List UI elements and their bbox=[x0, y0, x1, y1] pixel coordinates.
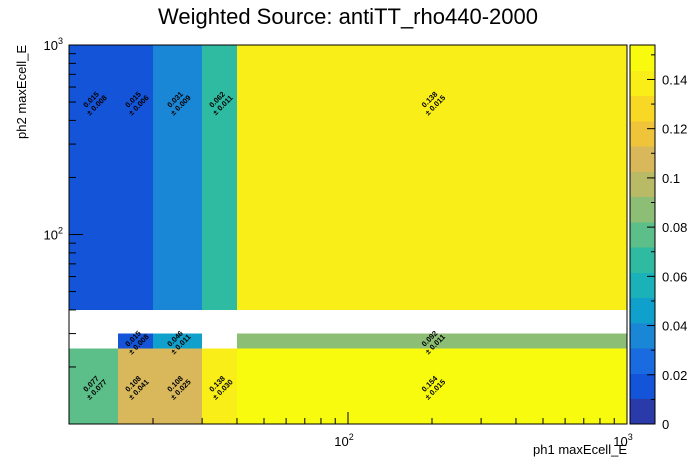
colorbar-segment bbox=[630, 348, 655, 374]
y-tick-label: 103 bbox=[44, 36, 63, 53]
colorbar-tick-label: 0.14 bbox=[662, 72, 687, 87]
heatmap-cell bbox=[202, 45, 237, 310]
colorbar-segment bbox=[630, 146, 655, 172]
heatmap-cell bbox=[152, 45, 203, 310]
colorbar-tick-label: 0.1 bbox=[662, 171, 680, 186]
colorbar-tick-label: 0.04 bbox=[662, 319, 687, 334]
colorbar-segment bbox=[630, 196, 655, 223]
heatmap-cell bbox=[236, 348, 627, 424]
colorbar-tick-label: 0.06 bbox=[662, 269, 687, 284]
colorbar-segment bbox=[630, 247, 655, 273]
heatmap-cell bbox=[202, 348, 237, 424]
x-tick-label: 102 bbox=[334, 432, 353, 449]
colorbar-segment bbox=[630, 398, 655, 425]
heatmap-cell bbox=[118, 333, 153, 349]
colorbar-frame bbox=[629, 44, 656, 425]
y-tick-label: 102 bbox=[44, 226, 63, 243]
heatmap-cell bbox=[236, 45, 627, 310]
heatmap-cell bbox=[236, 333, 627, 349]
colorbar-tick-label: 0.02 bbox=[662, 368, 687, 383]
colorbar-segment bbox=[630, 120, 655, 147]
x-axis-label: ph1 maxEcell_E bbox=[533, 442, 627, 457]
heatmap-cells bbox=[69, 45, 627, 424]
colorbar-segment bbox=[630, 171, 655, 198]
colorbar-tick-label: 0.12 bbox=[662, 122, 687, 137]
heatmap-cell bbox=[69, 348, 119, 424]
colorbar-segment bbox=[630, 45, 655, 71]
colorbar-segment bbox=[630, 95, 655, 122]
heatmap-cell bbox=[118, 45, 153, 310]
colorbar-tick-label: 0 bbox=[662, 417, 669, 432]
colorbar: 0 0.02 0.04 0.06 0.08 0.1 0.12 0.14 bbox=[629, 44, 687, 432]
colorbar-segment bbox=[630, 322, 655, 349]
colorbar-segment bbox=[630, 221, 655, 248]
heatmap-cell bbox=[69, 45, 119, 310]
colorbar-segment bbox=[630, 297, 655, 324]
chart-title: Weighted Source: antiTT_rho440-2000 bbox=[158, 4, 538, 29]
heatmap-cell bbox=[118, 348, 153, 424]
y-axis-label: ph2 maxEcell_E bbox=[14, 45, 29, 139]
heatmap-cell bbox=[152, 348, 203, 424]
colorbar-segment bbox=[630, 70, 655, 97]
colorbar-tick-label: 0.08 bbox=[662, 220, 687, 235]
heatmap-cell bbox=[152, 333, 203, 349]
colorbar-segment bbox=[630, 373, 655, 400]
